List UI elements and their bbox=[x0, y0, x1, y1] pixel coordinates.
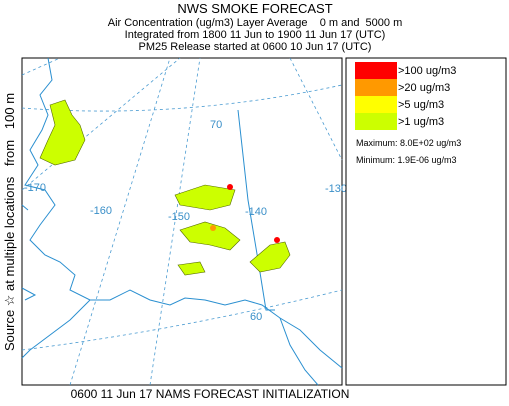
graticule bbox=[21, 57, 61, 76]
graticule bbox=[69, 57, 171, 386]
legend-label: >20 ug/m3 bbox=[398, 82, 450, 94]
hotspot bbox=[210, 225, 216, 231]
map-label: -160 bbox=[90, 205, 112, 217]
map-label: -130 bbox=[325, 183, 347, 195]
footer: 0600 11 Jun 17 NAMS FORECAST INITIALIZAT… bbox=[71, 387, 350, 401]
smoke-area bbox=[179, 221, 241, 251]
map-label: -170 bbox=[24, 182, 46, 194]
map-frame bbox=[21, 57, 343, 386]
title: NWS SMOKE FORECAST bbox=[177, 1, 332, 16]
coastline bbox=[21, 204, 37, 301]
legend-label: >1 ug/m3 bbox=[398, 116, 444, 128]
smoke-area bbox=[39, 99, 86, 166]
coastline bbox=[24, 57, 343, 369]
subtitle: Integrated from 1800 11 Jun to 1900 11 J… bbox=[125, 29, 386, 41]
hotspot bbox=[227, 184, 233, 190]
legend-swatch bbox=[355, 79, 397, 96]
graticule bbox=[21, 289, 343, 351]
smoke-area bbox=[174, 184, 236, 211]
map-label: -140 bbox=[245, 206, 267, 218]
coastline bbox=[279, 317, 319, 386]
legend-swatch bbox=[355, 62, 397, 79]
subtitle: Air Concentration (ug/m3) Layer Average … bbox=[108, 17, 403, 29]
legend-frame bbox=[345, 57, 507, 386]
graticule bbox=[289, 57, 343, 161]
map-label: 60 bbox=[250, 311, 262, 323]
legend-label: >100 ug/m3 bbox=[398, 65, 456, 77]
legend-label: >5 ug/m3 bbox=[398, 99, 444, 111]
coastline bbox=[21, 299, 91, 359]
legend-swatch bbox=[355, 113, 397, 130]
legend-max: Maximum: 8.0E+02 ug/m3 bbox=[356, 138, 461, 148]
graticule bbox=[149, 57, 201, 386]
side-label: Source ☆ at multiple locations from 100 … bbox=[2, 93, 17, 351]
subtitle: PM25 Release started at 0600 10 Jun 17 (… bbox=[139, 41, 372, 53]
map-label: 70 bbox=[210, 119, 222, 131]
map bbox=[21, 57, 343, 386]
smoke-area bbox=[177, 261, 206, 276]
graticule bbox=[21, 57, 181, 191]
legend: >100 ug/m3 >20 ug/m3 >5 ug/m3 >1 ug/m3 bbox=[355, 62, 456, 130]
smoke-area bbox=[249, 241, 291, 273]
hotspot bbox=[274, 237, 280, 243]
legend-swatch bbox=[355, 96, 397, 113]
legend-min: Minimum: 1.9E-06 ug/m3 bbox=[356, 155, 457, 165]
map-label: -150 bbox=[168, 211, 190, 223]
graticule bbox=[21, 84, 343, 112]
